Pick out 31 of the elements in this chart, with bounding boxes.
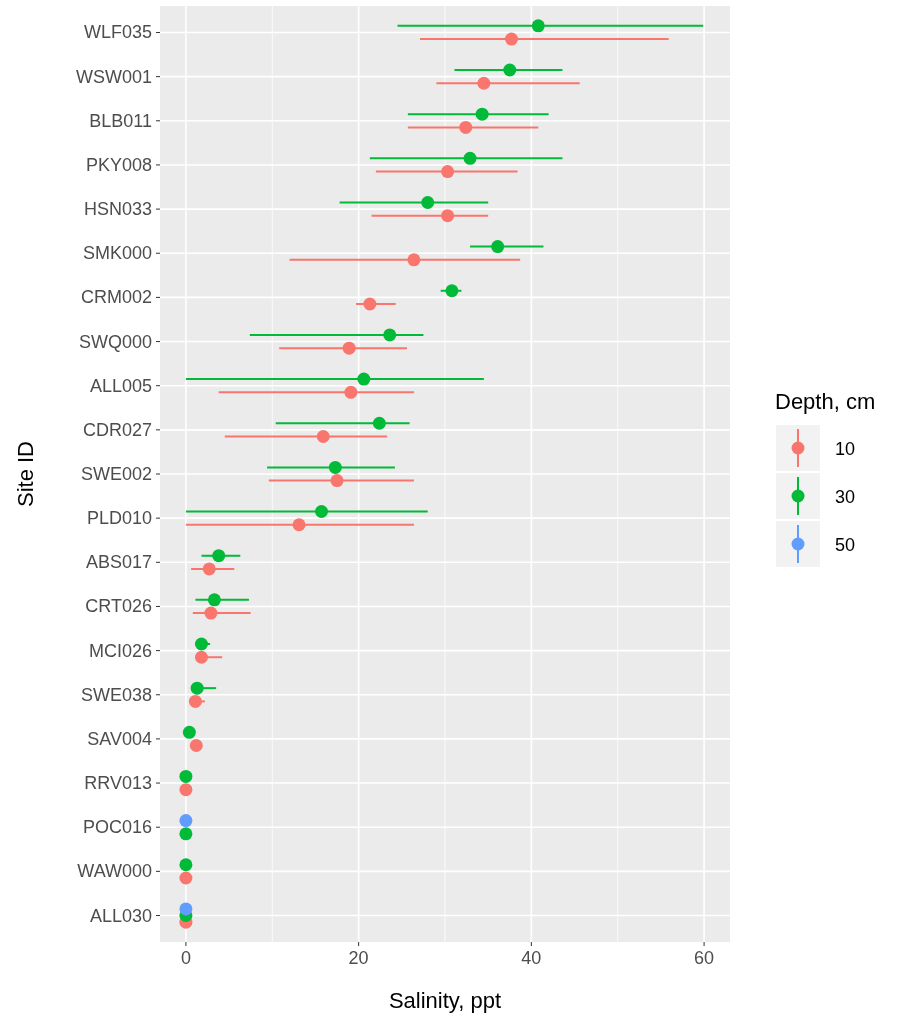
x-tick-label: 0 xyxy=(180,948,191,968)
y-tick-label: CRM002 xyxy=(80,287,152,308)
y-tick-label: RRV013 xyxy=(84,773,152,794)
x-tick-label: 40 xyxy=(521,948,542,968)
legend-label: 50 xyxy=(835,535,856,555)
y-tick-label: CDR027 xyxy=(82,419,152,440)
x-tick-label: 20 xyxy=(348,948,369,968)
y-tick-label: ABS017 xyxy=(85,552,152,573)
x-axis-title: Salinity, ppt xyxy=(388,988,502,1013)
y-tick-label: CRT026 xyxy=(85,596,152,617)
y-tick-label: PLD010 xyxy=(86,508,152,529)
x-tick-label: 60 xyxy=(694,948,715,968)
y-tick-label: PKY008 xyxy=(85,154,152,175)
y-tick-label: HSN033 xyxy=(83,199,152,220)
y-tick-label: WLF035 xyxy=(83,22,152,43)
y-tick-label: WSW001 xyxy=(75,66,152,87)
y-tick-label: SMK000 xyxy=(82,243,152,264)
y-tick-label: MCI026 xyxy=(88,640,152,661)
y-tick-label: WAW000 xyxy=(77,861,152,882)
y-tick-label: SWE002 xyxy=(80,464,152,484)
legend-title: Depth, cm xyxy=(775,389,876,414)
y-tick-label: SAV004 xyxy=(87,728,152,749)
y-tick-label: SWQ000 xyxy=(78,331,152,352)
legend-label: 10 xyxy=(835,439,856,459)
legend-label: 30 xyxy=(835,487,856,507)
y-tick-label: BLB011 xyxy=(89,110,152,131)
y-tick-label: SWE038 xyxy=(80,684,152,705)
y-tick-label: POC016 xyxy=(82,817,152,838)
y-axis-title: Site ID xyxy=(13,440,38,508)
y-tick-label: ALL005 xyxy=(89,375,152,396)
y-tick-label: ALL030 xyxy=(89,905,152,926)
